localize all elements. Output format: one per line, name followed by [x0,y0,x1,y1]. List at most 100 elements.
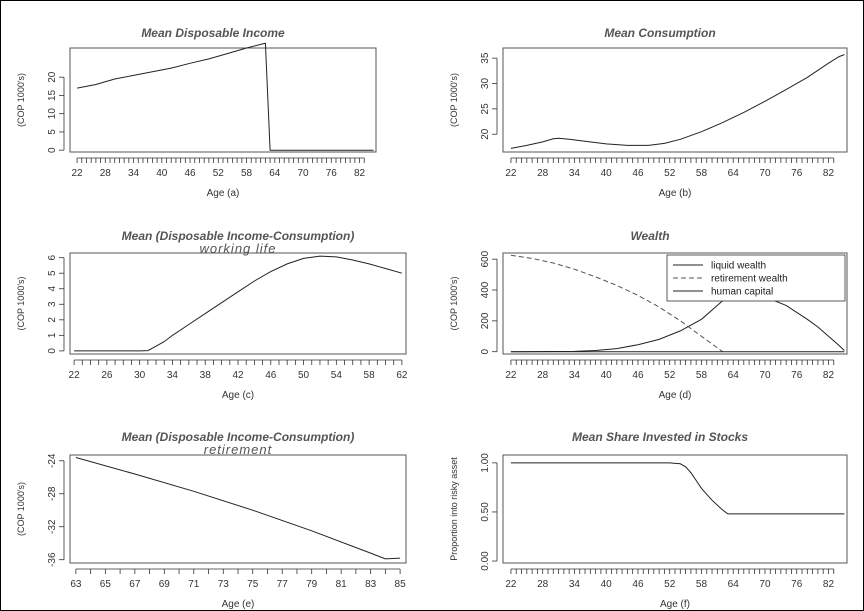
chart-panel-3: Mean (Disposable Income-Consumption)work… [16,229,408,401]
y-tick-label: 35 [480,52,491,64]
x-tick-label: 85 [395,579,407,590]
x-tick-label: 34 [569,579,581,590]
x-tick-label: 63 [70,579,82,590]
x-tick-label: 28 [537,370,549,381]
x-tick-label: 40 [601,579,613,590]
x-tick-label: 26 [101,370,113,381]
y-tick-label: 5 [47,270,58,276]
legend-entry: liquid wealth [711,261,766,272]
x-tick-label: 46 [265,370,277,381]
y-tick-label: -32 [47,519,58,534]
y-tick-label: 10 [47,108,58,120]
y-tick-label: 25 [480,103,491,115]
x-axis-label: Age (a) [207,188,240,199]
y-tick-label: 2 [47,317,58,323]
x-tick-label: 52 [664,370,676,381]
x-tick-label: 64 [728,579,740,590]
legend-box [666,254,846,302]
x-tick-label: 38 [200,370,212,381]
y-tick-label: 4 [47,286,58,292]
x-tick-label: 70 [297,168,309,179]
chart-panel-2: Mean Consumption 22 28 34 40 46 52 58 64 70 76 82 Ag… [449,26,848,199]
x-tick-label: 70 [759,168,771,179]
x-tick-label: 22 [505,168,517,179]
chart-subtitle: retirement [204,442,273,457]
y-axis-label: (COP 1000's) [449,276,459,330]
x-tick-label: 71 [188,579,200,590]
x-tick-label: 58 [696,370,708,381]
series-line-1 [75,457,401,560]
y-tick-label: -28 [47,486,58,501]
x-axis-label: Age (f) [660,599,690,610]
x-tick-label: 67 [129,579,141,590]
x-tick-label: 40 [156,168,168,179]
chart-title: Mean (Disposable Income-Consumption) [122,229,355,243]
x-tick-label: 52 [664,579,676,590]
x-tick-label: 50 [298,370,310,381]
chart-title: Wealth [630,229,669,243]
y-tick-label: -24 [47,453,58,468]
x-tick-label: 22 [505,370,517,381]
x-tick-label: 46 [632,579,644,590]
x-tick-label: 81 [336,579,348,590]
y-tick-label: 30 [480,78,491,90]
x-tick-label: 34 [128,168,140,179]
y-tick-label: 0.00 [480,551,491,571]
series-line-1 [510,462,845,515]
chart-panel-4: Wealth 22 28 34 40 46 52 58 64 70 76 82 Age (d) 0 200 4… [449,229,848,401]
x-tick-label: 58 [364,370,376,381]
x-tick-label: 76 [791,168,803,179]
series-line-2 [510,254,723,353]
x-tick-label: 58 [241,168,253,179]
y-axis-label: (COP 1000's) [449,73,459,127]
y-tick-label: 20 [480,128,491,140]
y-tick-label: 3 [47,301,58,307]
chart-subtitle: working life [199,241,276,256]
x-tick-label: 52 [664,168,676,179]
x-tick-label: 76 [326,168,338,179]
series-line-1 [510,54,845,149]
x-tick-label: 76 [791,370,803,381]
x-axis-label: Age (c) [222,390,254,401]
series-line-1 [510,292,845,353]
x-tick-label: 64 [269,168,281,179]
x-tick-label: 82 [354,168,366,179]
x-tick-label: 77 [277,579,289,590]
chart-panel-5: Mean (Disposable Income-Consumption)reti… [16,430,407,610]
x-tick-label: 28 [537,168,549,179]
chart-title: Mean Share Invested in Stocks [572,430,748,444]
y-axis-label: Proportion into risky asset [449,457,459,561]
x-tick-label: 64 [728,370,740,381]
x-tick-label: 62 [396,370,408,381]
x-tick-label: 28 [537,579,549,590]
x-tick-label: 65 [100,579,112,590]
x-tick-label: 82 [823,370,835,381]
x-tick-label: 22 [505,579,517,590]
plot-box [69,252,407,355]
x-tick-label: 58 [696,168,708,179]
x-tick-label: 34 [167,370,179,381]
y-tick-label: 0 [47,348,58,354]
x-tick-label: 34 [569,168,581,179]
x-tick-label: 46 [632,168,644,179]
x-tick-label: 82 [823,168,835,179]
x-tick-label: 30 [134,370,146,381]
x-tick-label: 69 [159,579,171,590]
plot-box [502,47,848,153]
plot-box [69,47,377,153]
x-axis-label: Age (d) [659,390,692,401]
x-tick-label: 34 [569,370,581,381]
legend: liquid wealth retirement wealth human capi… [666,254,846,302]
x-tick-label: 40 [601,370,613,381]
y-tick-label: 400 [480,281,491,298]
plot-box [502,252,848,355]
chart-panel-6: Mean Share Invested in Stocks 22 28 34 40 46 5… [449,430,848,610]
y-tick-label: 6 [47,254,58,260]
y-tick-label: 5 [47,129,58,135]
x-tick-label: 83 [365,579,377,590]
x-tick-label: 28 [100,168,112,179]
y-axis-label: (COP 1000's) [16,73,26,127]
x-axis-label: Age (e) [222,599,255,610]
legend-entry: human capital [711,287,773,298]
